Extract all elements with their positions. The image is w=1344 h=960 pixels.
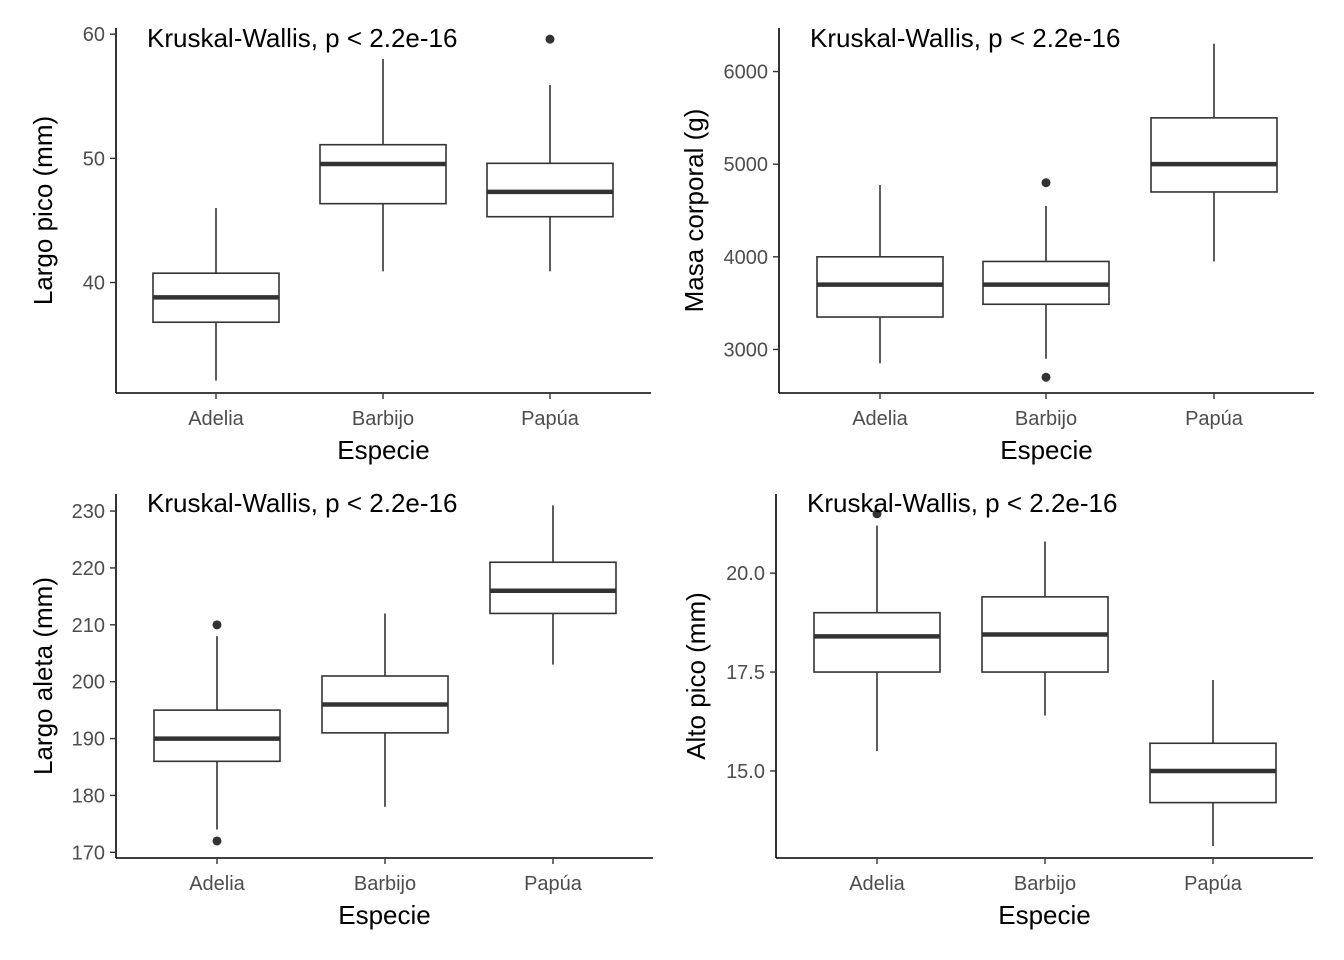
y-tick-label: 220: [72, 558, 105, 580]
y-axis-title: Alto pico (mm): [681, 592, 711, 760]
chart-panel-4: 15.0 17.5 20.0 Adelia Barbijo Papúa Kruskal-Wa…: [681, 488, 1313, 930]
y-tick-label: 20.0: [726, 563, 765, 585]
box-body: [813, 611, 941, 673]
box-papúa: [486, 34, 614, 272]
x-tick-label: Barbijo: [354, 873, 416, 895]
box-barbijo: [981, 541, 1109, 716]
box-papúa: [1150, 43, 1278, 262]
y-tick-label: 15.0: [726, 761, 765, 783]
test-annotation: Kruskal-Wallis, p < 2.2e-16: [147, 488, 457, 518]
y-tick-label: 40: [83, 273, 105, 295]
outlier-point: [545, 34, 555, 44]
y-tick-label: 200: [72, 672, 105, 694]
box-adelia: [152, 208, 280, 381]
box-adelia: [813, 509, 941, 752]
y-tick-label: 190: [72, 729, 105, 751]
x-tick-label: Papúa: [524, 873, 583, 895]
y-tick-label: 6000: [724, 62, 769, 84]
chart-panel-2: 3000 4000 5000 6000 Adelia Barbijo Papúa Kruska…: [679, 23, 1314, 465]
x-axis-title: Especie: [338, 900, 431, 930]
box-body: [489, 561, 617, 615]
y-tick-label: 170: [72, 842, 105, 864]
box-adelia: [816, 185, 944, 364]
x-axis-title: Especie: [998, 900, 1091, 930]
y-tick-label: 3000: [724, 339, 769, 361]
x-axis-title: Especie: [337, 435, 430, 465]
box-barbijo: [982, 178, 1110, 382]
y-tick-label: 60: [83, 24, 105, 46]
x-axis-title: Especie: [1000, 435, 1093, 465]
chart-panel-3: 170 180 190 200 210 220 230 Adelia Barbijo Papúa K…: [28, 488, 653, 930]
box-barbijo: [319, 59, 447, 272]
y-tick-label: 5000: [724, 154, 769, 176]
chart-panel-1: 40 50 60 Adelia Barbijo Papúa Kruskal-Wallis, …: [28, 23, 651, 465]
x-tick-label: Adelia: [188, 408, 244, 430]
box-body: [153, 709, 281, 763]
outlier-point: [1041, 178, 1051, 188]
y-tick-label: 230: [72, 501, 105, 523]
outlier-point: [1041, 372, 1051, 382]
box-papúa: [1149, 679, 1277, 847]
outlier-point: [212, 620, 222, 630]
x-tick-label: Barbijo: [1014, 873, 1076, 895]
y-tick-label: 17.5: [726, 662, 765, 684]
y-tick-label: 180: [72, 785, 105, 807]
box-barbijo: [321, 613, 449, 807]
x-tick-label: Papúa: [521, 408, 580, 430]
outlier-point: [872, 509, 882, 519]
x-tick-label: Barbijo: [352, 408, 414, 430]
box-papúa: [489, 505, 617, 665]
y-tick-label: 4000: [724, 247, 769, 269]
x-tick-label: Papúa: [1184, 873, 1243, 895]
test-annotation: Kruskal-Wallis, p < 2.2e-16: [807, 488, 1117, 518]
x-tick-label: Barbijo: [1015, 408, 1077, 430]
x-tick-label: Adelia: [189, 873, 245, 895]
y-axis-title: Largo pico (mm): [28, 116, 58, 305]
outlier-point: [212, 836, 222, 846]
box-body: [319, 143, 447, 205]
y-tick-label: 210: [72, 615, 105, 637]
y-axis-title: Largo aleta (mm): [28, 577, 58, 775]
y-axis-title: Masa corporal (g): [679, 109, 709, 313]
x-tick-label: Adelia: [849, 873, 905, 895]
x-tick-label: Adelia: [852, 408, 908, 430]
box-body: [1150, 117, 1278, 193]
box-adelia: [153, 620, 281, 846]
x-tick-label: Papúa: [1185, 408, 1244, 430]
test-annotation: Kruskal-Wallis, p < 2.2e-16: [810, 23, 1120, 53]
box-body: [816, 256, 944, 318]
test-annotation: Kruskal-Wallis, p < 2.2e-16: [147, 23, 457, 53]
y-tick-label: 50: [83, 148, 105, 170]
